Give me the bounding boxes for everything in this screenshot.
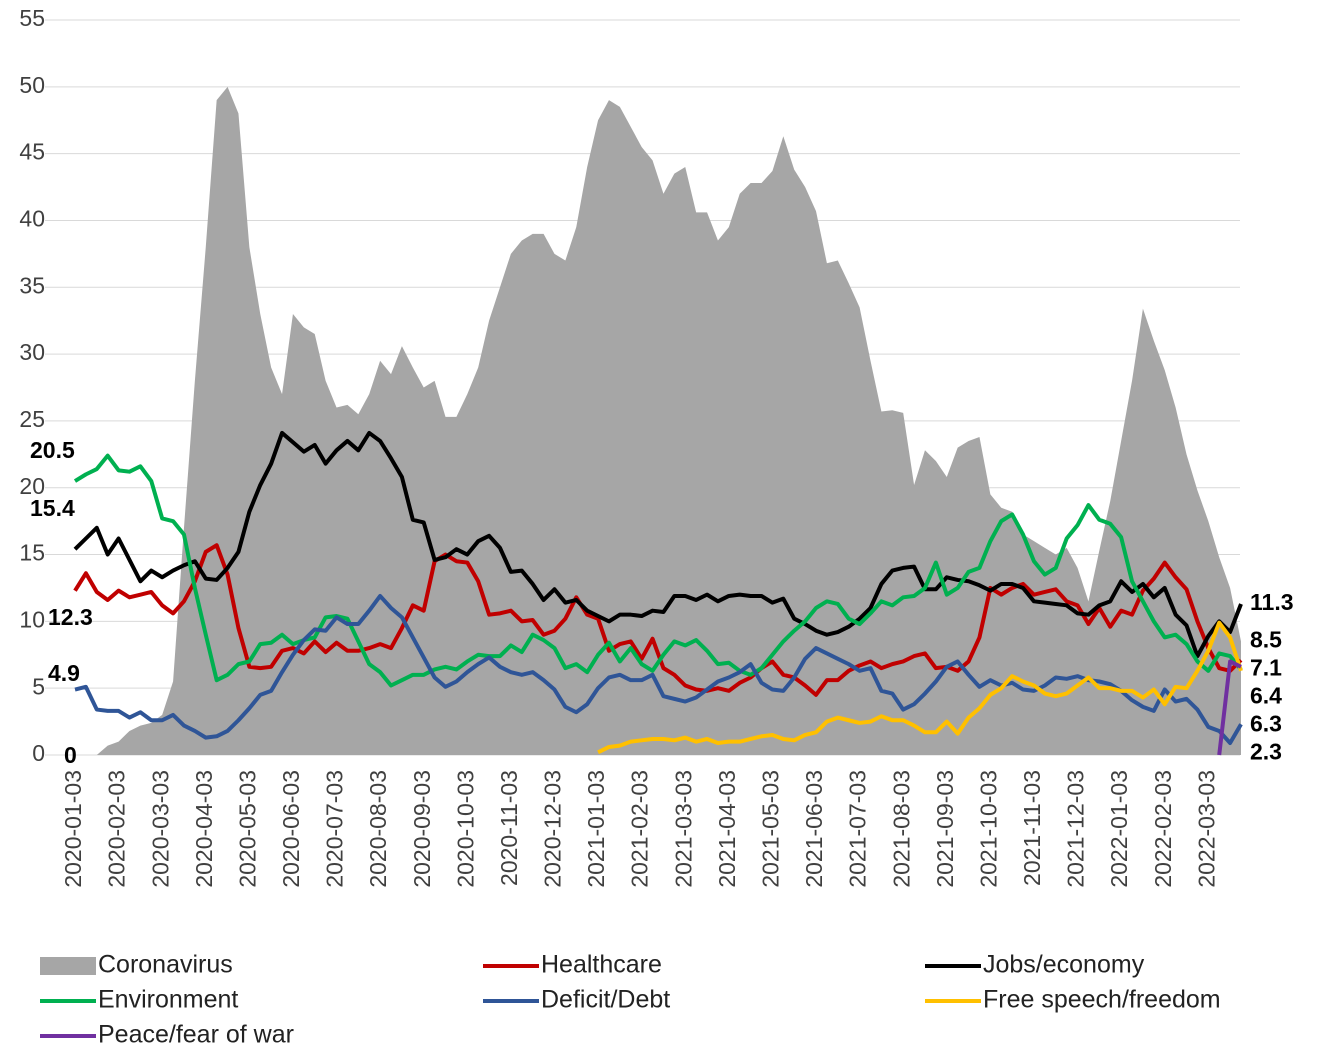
y-tick-label: 50 — [19, 72, 45, 98]
y-tick-label: 10 — [19, 606, 45, 632]
y-tick-label: 45 — [19, 139, 45, 165]
line — [597, 620, 1243, 755]
legend-swatch — [40, 957, 96, 975]
legend-label: Environment — [98, 986, 238, 1014]
x-tick-label: 2020-08-03 — [365, 770, 391, 888]
x-tick-label: 2020-10-03 — [452, 770, 478, 888]
x-tick-label: 2020-02-03 — [104, 770, 130, 888]
legend-label: Jobs/economy — [983, 951, 1145, 979]
line — [73, 453, 1243, 688]
line — [73, 430, 1243, 659]
legend-label: Coronavirus — [98, 951, 233, 979]
x-tick-label: 2021-03-03 — [670, 770, 696, 888]
y-tick-label: 55 — [19, 5, 45, 31]
x-tick-label: 2021-06-03 — [801, 770, 827, 888]
y-tick-label: 0 — [32, 740, 45, 766]
x-tick-label: 2021-02-03 — [627, 770, 653, 888]
x-tick-label: 2022-01-03 — [1106, 770, 1132, 888]
x-tick-label: 2020-01-03 — [60, 770, 86, 888]
data-label: 11.3 — [1250, 589, 1294, 615]
data-label: 12.3 — [48, 604, 93, 630]
x-tick-label: 2021-01-03 — [583, 770, 609, 888]
legend-label: Free speech/freedom — [983, 986, 1221, 1014]
legend-label: Healthcare — [541, 951, 662, 979]
data-label: 20.5 — [30, 437, 75, 463]
x-tick-label: 2020-07-03 — [322, 770, 348, 888]
area — [75, 86, 1241, 756]
data-label: 2.3 — [1250, 738, 1282, 764]
data-label: 15.4 — [30, 495, 75, 521]
x-tick-label: 2021-05-03 — [757, 770, 783, 888]
legend-label: Peace/fear of war — [98, 1021, 294, 1049]
y-tick-label: 25 — [19, 406, 45, 432]
line — [74, 593, 1243, 745]
x-tick-label: 2020-11-03 — [496, 770, 522, 886]
x-tick-label: 2020-05-03 — [234, 770, 260, 888]
x-tick-label: 2020-12-03 — [540, 770, 566, 888]
x-tick-label: 2021-08-03 — [888, 770, 914, 888]
data-label: 4.9 — [48, 660, 80, 686]
y-tick-label: 35 — [19, 272, 45, 298]
x-tick-label: 2020-04-03 — [191, 770, 217, 888]
y-tick-label: 15 — [19, 540, 45, 566]
line — [1217, 659, 1242, 756]
y-tick-label: 30 — [19, 339, 45, 365]
x-tick-label: 2022-03-03 — [1193, 770, 1219, 888]
x-tick-label: 2021-07-03 — [845, 770, 871, 888]
x-tick-label: 2021-09-03 — [932, 770, 958, 888]
line — [73, 543, 1243, 697]
data-label: 6.4 — [1250, 682, 1282, 708]
data-label: 0 — [64, 742, 77, 768]
data-label: 6.3 — [1250, 710, 1282, 736]
y-tick-label: 5 — [32, 673, 45, 699]
data-label: 8.5 — [1250, 626, 1282, 652]
data-label: 7.1 — [1250, 654, 1282, 680]
y-tick-label: 40 — [19, 206, 45, 232]
x-tick-label: 2022-02-03 — [1150, 770, 1176, 888]
y-tick-label: 20 — [19, 473, 45, 499]
x-tick-label: 2021-10-03 — [975, 770, 1001, 888]
x-tick-label: 2020-03-03 — [147, 770, 173, 888]
x-tick-label: 2021-12-03 — [1063, 770, 1089, 888]
x-tick-label: 2020-09-03 — [409, 770, 435, 888]
x-tick-label: 2020-06-03 — [278, 770, 304, 888]
legend-label: Deficit/Debt — [541, 986, 670, 1014]
x-tick-label: 2021-04-03 — [714, 770, 740, 888]
x-tick-label: 2021-11-03 — [1019, 770, 1045, 886]
